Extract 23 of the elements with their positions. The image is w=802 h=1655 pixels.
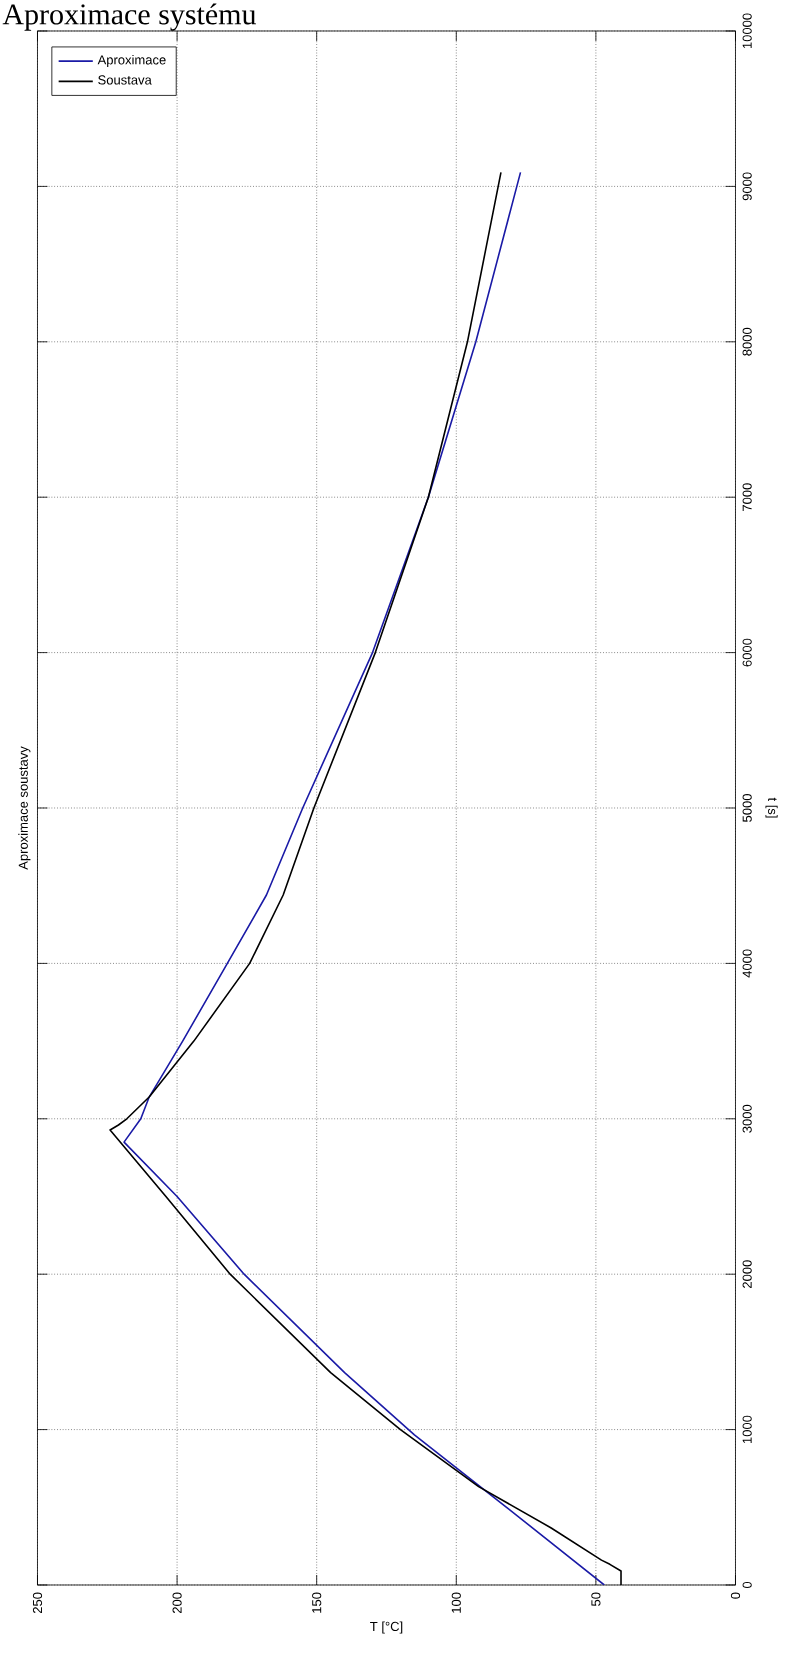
y-tick-label: 7000 [742, 483, 752, 511]
y-tick-label: 2000 [742, 1260, 752, 1288]
x-tick-label: 200 [172, 1592, 182, 1614]
y-tick-label: 9000 [742, 172, 752, 201]
y-tick-label: 0 [742, 1581, 752, 1589]
y-tick-label: 8000 [742, 327, 752, 356]
text: Aproximace soustavy [18, 746, 31, 870]
x-tick-label: 0 [730, 1592, 741, 1599]
x-tick-label: 150 [312, 1592, 322, 1613]
legend-label: Aproximace [97, 54, 166, 68]
x-tick-label: 50 [591, 1592, 601, 1606]
x-tick-label: 100 [451, 1592, 461, 1613]
y-tick-label: 10000 [742, 13, 752, 49]
x-tick-label: 250 [32, 1592, 43, 1614]
y-axis-title: t [s] [765, 797, 778, 818]
y-tick-label: 3000 [742, 1104, 752, 1133]
x-axis-title: T [°C] [370, 1621, 403, 1634]
legend-label: Soustava [98, 75, 152, 85]
y-tick-label: 6000 [742, 638, 752, 667]
y-tick-label: 4000 [742, 949, 752, 978]
y-tick-label: 5000 [742, 794, 752, 822]
y-tick-label: 1000 [742, 1415, 752, 1444]
text: Aproximace systému [2, 3, 257, 31]
